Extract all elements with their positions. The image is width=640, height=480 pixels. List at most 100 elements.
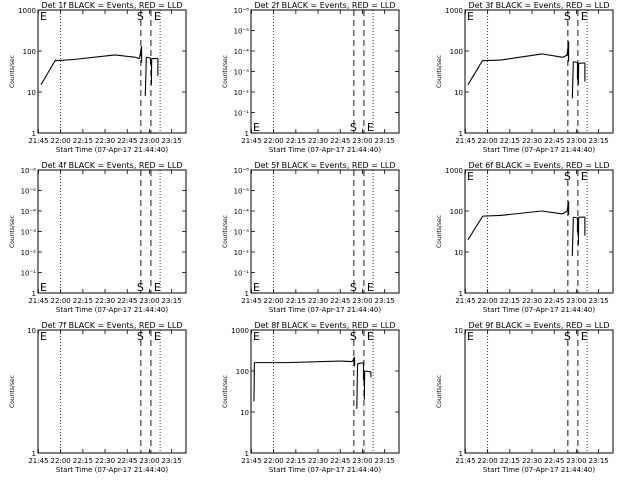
marker-label: E (467, 330, 474, 343)
panel-title: Det 7f BLACK = Events, RED = LLD (41, 321, 182, 330)
x-tick-label: 22:00 (264, 297, 284, 305)
marker-label: E (40, 10, 47, 23)
x-tick-label: 22:15 (500, 137, 520, 145)
x-tick-label: 21:45 (241, 297, 261, 305)
x-tick-label: 23:00 (352, 457, 372, 465)
x-tick-label: 22:15 (286, 457, 306, 465)
x-tick-label: 22:30 (95, 137, 115, 145)
y-tick-label: 1 (459, 130, 463, 138)
x-tick-label: 22:45 (544, 297, 564, 305)
x-tick-label: 22:15 (73, 457, 93, 465)
x-tick-label: 22:45 (117, 457, 137, 465)
marker-label: E (253, 281, 260, 294)
x-tick-label: 23:00 (352, 137, 372, 145)
panel-title: Det 2f BLACK = Events, RED = LLD (254, 1, 395, 10)
marker-label: E (154, 281, 161, 294)
panel-title: Det 9f BLACK = Events, RED = LLD (468, 321, 609, 330)
detector-panel-8: Det 8f BLACK = Events, RED = LLD 1 10 100 10… (222, 321, 400, 474)
x-tick-label: 22:45 (117, 137, 137, 145)
x-tick-label: 21:45 (455, 137, 475, 145)
detector-panel-6: Det 6f BLACK = Events, RED = LLD 1 10 100 10… (436, 161, 614, 314)
marker-label: E (467, 170, 474, 183)
marker-label: S (350, 281, 357, 294)
x-tick-label: 23:00 (139, 137, 159, 145)
y-tick-label: 10 (240, 409, 249, 417)
x-tick-label: 22:45 (544, 137, 564, 145)
x-tick-label: 22:00 (264, 137, 284, 145)
y-tick-label: 10⁻³ (234, 229, 250, 237)
y-tick-label: 1000 (231, 327, 249, 335)
marker-label: E (40, 330, 47, 343)
plot-frame (250, 9, 400, 134)
y-tick-label: 1000 (445, 167, 463, 175)
x-tick-label: 22:00 (478, 137, 498, 145)
series-line-segment (364, 370, 371, 373)
series-line-segment (467, 215, 484, 240)
x-tick-label: 23:15 (375, 457, 395, 465)
x-tick-label: 22:30 (95, 457, 115, 465)
x-tick-label: 22:30 (522, 137, 542, 145)
x-axis-label: Start Time (07-Apr-17 21:44:40) (269, 146, 381, 154)
marker-label: S (350, 121, 357, 134)
y-tick-label: 1 (459, 450, 463, 458)
series-line-segment (339, 360, 353, 363)
marker-label: E (367, 330, 374, 343)
y-tick-label: 10⁻¹ (21, 270, 37, 278)
x-axis-label: Start Time (07-Apr-17 21:44:40) (56, 146, 168, 154)
plot-frame (464, 169, 614, 294)
y-tick-label: 10⁻¹ (234, 110, 250, 118)
series-line-segment (146, 56, 151, 59)
y-axis-label: Counts/sec (436, 375, 443, 408)
y-tick-label: 100 (23, 48, 36, 56)
x-tick-label: 22:15 (500, 297, 520, 305)
x-tick-label: 23:15 (162, 457, 182, 465)
x-tick-label: 22:30 (522, 297, 542, 305)
y-tick-label: 10⁻⁵ (234, 188, 250, 196)
series-line-segment (356, 363, 359, 409)
plot-frame (464, 329, 614, 454)
x-tick-label: 21:45 (28, 137, 48, 145)
x-tick-label: 22:45 (117, 297, 137, 305)
y-tick-label: 1000 (18, 7, 36, 15)
y-tick-label: 10 (27, 327, 36, 335)
marker-label: E (367, 121, 374, 134)
series-line-segment (135, 56, 140, 60)
series-line-segment (573, 61, 578, 64)
x-tick-label: 23:15 (162, 137, 182, 145)
y-axis-label: Counts/sec (222, 375, 229, 408)
x-tick-label: 22:00 (478, 297, 498, 305)
plot-frame (250, 169, 400, 294)
detector-panel-5: Det 5f BLACK = Events, RED = LLD 1 10⁻¹ 10⁻… (222, 161, 400, 314)
marker-label: S (350, 330, 357, 343)
panel-title: Det 8f BLACK = Events, RED = LLD (254, 321, 395, 330)
marker-label: E (581, 330, 588, 343)
x-tick-label: 21:45 (455, 297, 475, 305)
y-axis-label: Counts/sec (436, 215, 443, 248)
x-tick-label: 23:00 (139, 297, 159, 305)
y-tick-label: 10⁻³ (21, 229, 37, 237)
x-tick-label: 22:15 (286, 297, 306, 305)
detector-panel-4: Det 4f BLACK = Events, RED = LLD 1 10⁻¹ 10⁻… (9, 161, 187, 314)
x-axis-label: Start Time (07-Apr-17 21:44:40) (483, 306, 595, 314)
series-line-segment (286, 360, 340, 364)
plot-frame (250, 329, 400, 454)
y-tick-label: 10⁻² (234, 249, 250, 257)
detector-panel-1: Det 1f BLACK = Events, RED = LLD 1 10 100 10… (9, 1, 187, 154)
series-line-segment (482, 59, 501, 62)
x-tick-label: 22:15 (73, 137, 93, 145)
marker-label: E (40, 281, 47, 294)
x-axis-label: Start Time (07-Apr-17 21:44:40) (56, 466, 168, 474)
x-tick-label: 23:00 (566, 297, 586, 305)
detector-panel-2: Det 2f BLACK = Events, RED = LLD 1 10⁻¹ 10⁻… (222, 1, 400, 154)
x-tick-label: 21:45 (241, 457, 261, 465)
y-tick-label: 1 (32, 130, 36, 138)
y-tick-label: 10⁻⁵ (21, 188, 37, 196)
y-tick-label: 10⁻⁶ (234, 167, 250, 175)
x-tick-label: 23:15 (375, 297, 395, 305)
x-tick-label: 23:15 (589, 297, 609, 305)
marker-label: S (137, 281, 144, 294)
x-tick-label: 23:00 (566, 137, 586, 145)
x-tick-label: 23:15 (162, 297, 182, 305)
y-tick-label: 1 (32, 290, 36, 298)
x-tick-label: 23:15 (589, 137, 609, 145)
